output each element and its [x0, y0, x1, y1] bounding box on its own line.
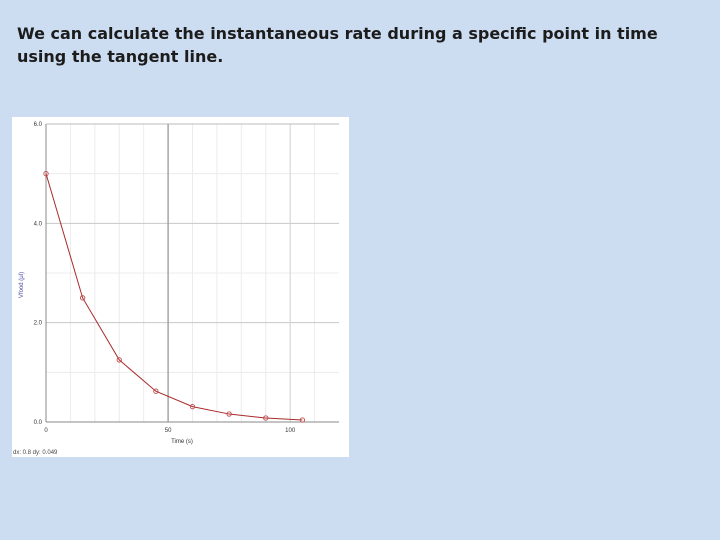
grid	[46, 124, 339, 422]
cursor-readout: dx: 0.8 dy: 0.049	[13, 450, 58, 456]
y-axis-label: Vfood (μl)	[19, 272, 25, 298]
y-tick-label: 0.0	[34, 420, 43, 426]
x-tick-label: 50	[165, 428, 172, 434]
y-tick-label: 6.0	[34, 122, 43, 128]
x-tick-label: 0	[44, 428, 48, 434]
x-axis-label: Time (s)	[171, 439, 193, 445]
data-point[interactable]	[226, 411, 232, 417]
tick-labels: 0.0 2.0 4.0 6.0 0 50 100	[34, 122, 296, 434]
data-point[interactable]	[299, 417, 306, 423]
data-point[interactable]	[263, 415, 269, 421]
data-point[interactable]	[189, 403, 196, 410]
x-tick-label: 100	[285, 428, 296, 434]
data-markers	[43, 171, 306, 423]
data-point[interactable]	[79, 295, 86, 301]
data-point[interactable]	[153, 388, 159, 394]
y-tick-label: 2.0	[34, 321, 43, 327]
decay-chart: 0.0 2.0 4.0 6.0 0 50 100 Time (s) Vfood (μl) d…	[12, 117, 349, 457]
y-tick-label: 4.0	[34, 221, 43, 227]
data-point[interactable]	[43, 171, 49, 177]
chart-svg: 0.0 2.0 4.0 6.0 0 50 100 Time (s) Vfood (μl) d…	[13, 122, 339, 456]
series-line	[45, 173, 303, 421]
slide-body-text: We can calculate the instantaneous rate …	[17, 24, 658, 66]
data-point[interactable]	[116, 357, 122, 363]
